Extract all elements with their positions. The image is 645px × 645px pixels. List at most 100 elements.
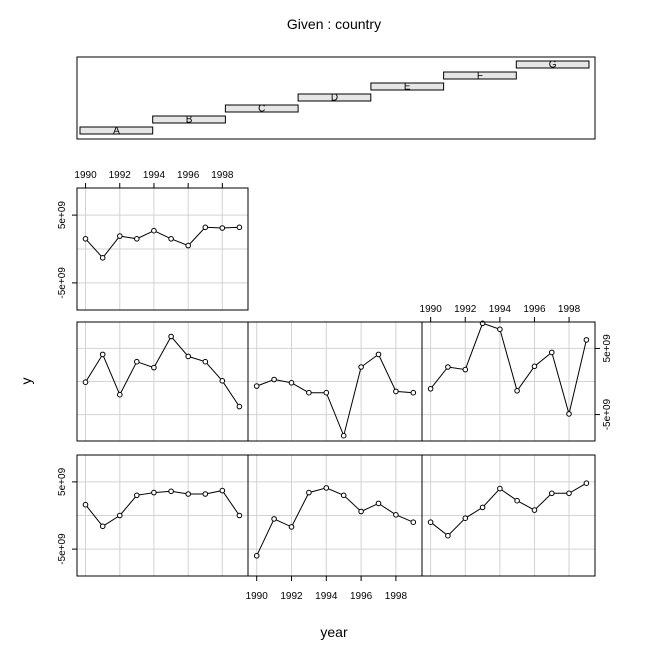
x-tick-label: 1998 [558,304,581,315]
given-label-c: C [258,104,265,115]
point-a-1994 [151,227,157,234]
series-line-c [256,353,414,438]
point-g-1998 [566,490,572,497]
x-tick-label: 1996 [177,170,200,181]
x-tick-label: 1998 [385,591,408,602]
point-c-1997 [375,351,382,358]
point-g-1999 [583,480,590,487]
panel-d [421,320,596,442]
point-g-1997 [549,490,555,497]
given-label-b: B [186,115,193,126]
y-tick-label: -5e+09 [602,398,613,430]
point-a-1991 [99,254,106,261]
point-b-1994 [151,364,157,371]
point-b-1991 [99,351,106,358]
point-e-1990 [82,501,89,508]
panel-g [421,454,596,577]
panel-c [247,321,423,442]
point-d-1995 [514,388,520,394]
point-f-1995 [340,492,347,499]
point-f-1993 [306,489,312,496]
given-label-f: F [477,71,483,82]
point-b-1995 [168,333,174,340]
point-c-1991 [271,376,277,383]
axes: 1990 1992 1994 1996 1998 1990 1992 1994 1996 1998… [57,170,613,602]
point-b-1993 [134,358,140,365]
series-line-b [85,335,240,407]
point-g-1996 [531,507,538,513]
x-axis-bottom-col2: 1990 1992 1994 1996 1998 [246,576,408,602]
point-c-1999 [410,389,417,396]
given-bar-c [224,104,299,113]
point-d-1992 [462,366,469,373]
x-tick-label: 1992 [109,170,132,181]
point-a-1990 [82,236,89,242]
point-d-1999 [583,337,590,343]
point-f-1991 [271,516,277,522]
point-a-1996 [185,242,191,249]
x-tick-label: 1990 [74,170,97,181]
point-b-1992 [117,391,123,398]
point-a-1999 [236,224,243,231]
given-label-g: G [549,60,557,71]
point-e-1991 [99,523,106,530]
y-axis-left-row3: -5e+09 5e+09 [57,467,77,565]
point-c-1993 [306,389,312,396]
point-d-1991 [445,364,451,370]
x-tick-label: 1994 [489,304,512,315]
panel-frame-g [421,454,596,577]
point-e-1993 [134,492,140,499]
panels [76,187,596,577]
point-c-1990 [253,383,260,389]
given-label-a: A [113,126,120,137]
point-b-1998 [219,378,226,384]
point-c-1995 [340,432,347,439]
given-bar-b [152,115,226,124]
given-frame [76,56,596,140]
series-line-e [85,490,240,527]
point-d-1990 [427,386,434,392]
given-bar-g [515,60,590,69]
y-axis-label: y [18,378,34,385]
given-panel: A B C D E F G [76,56,596,140]
point-g-1994 [497,485,503,492]
point-e-1999 [236,512,243,519]
point-a-1992 [117,233,123,239]
point-c-1994 [323,389,330,396]
x-tick-label: 1990 [420,304,443,315]
point-g-1991 [445,532,451,539]
point-d-1998 [566,411,572,417]
point-g-1992 [462,515,469,522]
point-e-1998 [219,487,226,494]
x-tick-label: 1992 [280,591,303,602]
point-f-1997 [375,500,382,507]
point-f-1998 [393,512,399,518]
given-bar-d [297,93,372,102]
point-b-1996 [185,353,191,360]
point-f-1992 [288,524,295,530]
point-f-1994 [323,485,330,491]
x-tick-label: 1994 [315,591,338,602]
given-bar-f [443,71,517,80]
point-e-1995 [168,488,174,495]
panel-frame-d [421,321,596,442]
point-a-1997 [202,224,209,231]
x-axis-top-col3: 1990 1992 1994 1996 1998 [420,304,581,322]
series-line-f [256,487,414,557]
given-label-e: E [404,82,411,93]
panel-a [76,187,249,311]
x-axis-top-col1: 1990 1992 1994 1996 1998 [74,170,234,188]
x-tick-label: 1994 [143,170,166,181]
y-axis-left-row1: -5e+09 5e+09 [57,201,77,299]
point-e-1996 [185,491,191,497]
point-b-1997 [202,358,209,365]
given-label-d: D [331,93,338,104]
point-g-1993 [479,504,486,511]
point-g-1995 [514,497,520,504]
point-f-1999 [410,519,417,526]
x-tick-label: 1992 [454,304,477,315]
point-g-1990 [427,519,434,526]
point-d-1997 [549,349,555,356]
panel-e [76,454,249,577]
